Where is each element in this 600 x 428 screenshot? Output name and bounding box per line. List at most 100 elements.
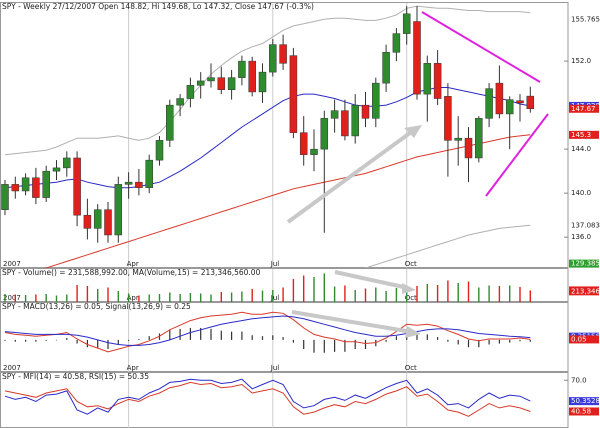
- histogram-bar: [334, 339, 336, 352]
- histogram-bar: [303, 339, 305, 350]
- histogram-bar: [272, 335, 274, 340]
- x-tick-label: Apr: [127, 364, 139, 372]
- value-tag: [569, 221, 599, 230]
- histogram-bar: [509, 339, 511, 343]
- histogram-bar: [138, 338, 140, 340]
- panel-title: SPY - Volume() = 231,588,992.00, MA(Volu…: [2, 268, 261, 277]
- candle-body: [433, 63, 442, 99]
- histogram-bar: [179, 328, 181, 340]
- candle-body: [248, 60, 256, 93]
- histogram-bar: [313, 339, 315, 353]
- plot: [4, 311, 531, 353]
- plot: [4, 273, 531, 302]
- y-tick-label: 152.0: [571, 57, 591, 65]
- x-tick-label: Jul: [270, 364, 280, 372]
- candle-body: [176, 98, 184, 106]
- candle-body: [73, 157, 81, 216]
- volume-bar: [385, 291, 387, 302]
- line: [4, 315, 531, 346]
- histogram-bar: [220, 330, 222, 340]
- candle-body: [320, 118, 329, 150]
- line: [4, 87, 531, 189]
- histogram-bar: [457, 339, 459, 345]
- histogram-bar: [354, 339, 356, 350]
- value-tag-label: 0.05: [571, 335, 587, 343]
- panel: 2007 Apr Jul Oct 136.0 140.0 144.0 152.0 SPY - W…: [0, 2, 600, 268]
- candle-body: [207, 77, 215, 82]
- histogram-bar: [478, 339, 480, 348]
- arrow: [334, 270, 409, 290]
- line: [4, 381, 531, 417]
- panel-frame: [0, 268, 569, 302]
- line: [44, 134, 531, 268]
- volume-bar: [179, 294, 181, 302]
- candle-body: [83, 214, 92, 229]
- histogram-bar: [519, 339, 521, 342]
- x-tick-label: 2007: [3, 364, 21, 372]
- volume-bar: [148, 294, 150, 302]
- volume-bar: [529, 290, 531, 302]
- y-tick-label: 144.0: [571, 145, 591, 153]
- x-tick-label: Jul: [270, 260, 280, 268]
- candle-body: [485, 88, 493, 119]
- annotations: [286, 11, 549, 338]
- volume-bar: [354, 290, 356, 302]
- candle-body: [402, 13, 411, 34]
- value-tag-label: 50.3528: [571, 397, 600, 405]
- candle-body: [444, 96, 452, 141]
- histogram-bar: [148, 336, 150, 340]
- arrow-head: [402, 283, 416, 294]
- panel-title: SPY - MFI(14) = 40.58, RSI(15) = 50.35: [2, 372, 149, 381]
- volume-bar: [447, 280, 449, 302]
- x-tick-label: Oct: [405, 364, 417, 372]
- candle-body: [52, 167, 61, 172]
- candle-body: [32, 177, 40, 198]
- candle-body: [196, 80, 205, 86]
- candle-body: [299, 132, 308, 155]
- histogram-bar: [467, 339, 470, 348]
- value-tag: [569, 287, 599, 296]
- volume-bar: [127, 293, 130, 302]
- volume-bar: [488, 285, 490, 302]
- volume-bar: [313, 277, 315, 302]
- volume-bar: [406, 290, 408, 302]
- candle-body: [361, 104, 370, 119]
- histogram-bar: [292, 339, 294, 343]
- volume-bar: [189, 293, 192, 302]
- value-tag: [569, 130, 599, 139]
- trend-line: [421, 11, 541, 83]
- volume-bar: [251, 289, 253, 302]
- volume-bar: [158, 294, 161, 302]
- x-tick-label: Apr: [127, 260, 139, 268]
- histogram-bar: [210, 328, 212, 340]
- histogram-bar: [35, 339, 37, 342]
- histogram-bar: [395, 336, 397, 340]
- volume-bar: [241, 291, 243, 302]
- candle-body: [505, 99, 514, 115]
- candle-body: [21, 177, 30, 192]
- histogram-bar: [416, 333, 418, 340]
- volume-bar: [261, 290, 264, 302]
- candle-body: [330, 110, 339, 119]
- volume-bar: [24, 295, 27, 302]
- volume-bar: [395, 288, 398, 302]
- candle-body: [279, 44, 287, 64]
- volume-bar: [457, 283, 459, 302]
- candle-body: [423, 63, 432, 95]
- candle-body: [217, 77, 226, 90]
- histogram-bar: [45, 339, 47, 341]
- volume-bar: [498, 286, 501, 302]
- histogram-bar: [128, 339, 130, 341]
- histogram-bar: [282, 337, 284, 340]
- candle-body: [135, 181, 143, 188]
- volume-bar: [478, 287, 480, 302]
- value-tag-label: 145.3: [571, 131, 591, 139]
- histogram-bar: [323, 339, 325, 353]
- histogram-bar: [86, 339, 88, 348]
- volume-bar: [426, 284, 428, 302]
- x-tick-label: Oct: [405, 260, 417, 268]
- arrow-head: [404, 125, 422, 138]
- value-tag: [569, 397, 599, 406]
- candle-body: [289, 55, 298, 133]
- trend-line: [485, 113, 549, 197]
